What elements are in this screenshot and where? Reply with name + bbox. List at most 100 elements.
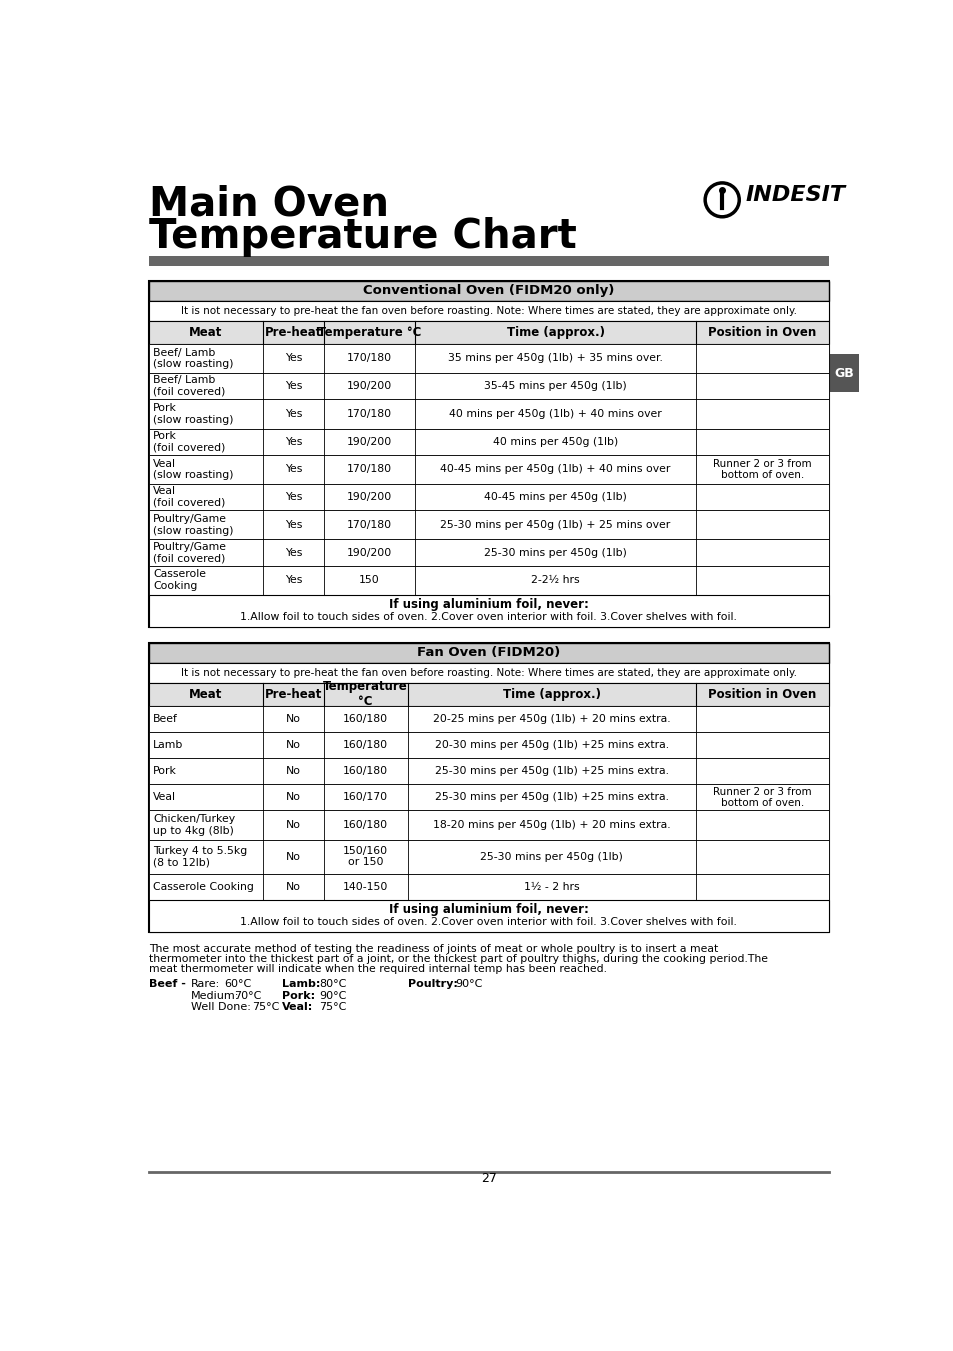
Text: Poultry/Game
(foil covered): Poultry/Game (foil covered) xyxy=(153,542,227,563)
Text: Pork
(foil covered): Pork (foil covered) xyxy=(153,431,226,453)
Text: 1.Allow foil to touch sides of oven. 2.Cover oven interior with foil. 3.Cover sh: 1.Allow foil to touch sides of oven. 2.C… xyxy=(240,917,737,927)
Text: No: No xyxy=(286,740,301,750)
Text: Yes: Yes xyxy=(285,436,302,447)
Bar xyxy=(149,257,828,266)
Bar xyxy=(828,354,858,392)
Text: 20-25 mins per 450g (1lb) + 20 mins extra.: 20-25 mins per 450g (1lb) + 20 mins extr… xyxy=(433,713,670,724)
Text: Meat: Meat xyxy=(189,688,222,701)
Text: 2-2½ hrs: 2-2½ hrs xyxy=(531,576,579,585)
Text: Runner 2 or 3 from
bottom of oven.: Runner 2 or 3 from bottom of oven. xyxy=(713,786,811,808)
Bar xyxy=(149,281,828,301)
Text: 190/200: 190/200 xyxy=(347,381,392,392)
Text: Meat: Meat xyxy=(189,326,222,339)
Text: 75°C: 75°C xyxy=(319,1002,346,1012)
Text: 18-20 mins per 450g (1lb) + 20 mins extra.: 18-20 mins per 450g (1lb) + 20 mins extr… xyxy=(433,820,670,830)
Bar xyxy=(149,900,828,932)
Text: Yes: Yes xyxy=(285,381,302,392)
Bar xyxy=(149,373,828,400)
Text: Medium:: Medium: xyxy=(191,990,238,1001)
Text: 70°C: 70°C xyxy=(233,990,261,1001)
Text: Yes: Yes xyxy=(285,492,302,503)
Text: 170/180: 170/180 xyxy=(347,409,392,419)
Text: 160/180: 160/180 xyxy=(343,766,388,777)
Text: 170/180: 170/180 xyxy=(347,520,392,530)
Text: Veal
(slow roasting): Veal (slow roasting) xyxy=(153,458,233,480)
Text: 160/170: 160/170 xyxy=(343,793,388,802)
Bar xyxy=(149,345,828,373)
Text: Well Done:: Well Done: xyxy=(191,1002,250,1012)
Text: Yes: Yes xyxy=(285,354,302,363)
Text: 25-30 mins per 450g (1lb) +25 mins extra.: 25-30 mins per 450g (1lb) +25 mins extra… xyxy=(435,793,668,802)
Text: No: No xyxy=(286,882,301,892)
Text: 160/180: 160/180 xyxy=(343,713,388,724)
Text: Pre-heat: Pre-heat xyxy=(265,688,322,701)
Text: No: No xyxy=(286,713,301,724)
Bar xyxy=(149,643,828,662)
Text: GB: GB xyxy=(833,366,853,380)
Text: Position in Oven: Position in Oven xyxy=(708,326,816,339)
Text: Conventional Oven (FIDM20 only): Conventional Oven (FIDM20 only) xyxy=(363,284,614,297)
Text: Temperature
°C: Temperature °C xyxy=(323,680,408,708)
Text: 27: 27 xyxy=(480,1173,497,1185)
Text: Turkey 4 to 5.5kg
(8 to 12lb): Turkey 4 to 5.5kg (8 to 12lb) xyxy=(153,846,248,867)
Text: No: No xyxy=(286,851,301,862)
Text: Rare:: Rare: xyxy=(191,979,219,989)
Text: 150/160
or 150: 150/160 or 150 xyxy=(343,846,388,867)
Text: 40 mins per 450g (1lb): 40 mins per 450g (1lb) xyxy=(493,436,618,447)
Bar xyxy=(149,400,828,428)
Text: Main Oven: Main Oven xyxy=(149,185,388,224)
Bar xyxy=(149,732,828,758)
Text: Yes: Yes xyxy=(285,576,302,585)
Text: 40 mins per 450g (1lb) + 40 mins over: 40 mins per 450g (1lb) + 40 mins over xyxy=(449,409,661,419)
Text: 190/200: 190/200 xyxy=(347,547,392,558)
Bar xyxy=(149,840,828,874)
Text: Yes: Yes xyxy=(285,465,302,474)
Text: Veal: Veal xyxy=(153,793,176,802)
Text: Pork
(slow roasting): Pork (slow roasting) xyxy=(153,403,233,424)
Text: 1.Allow foil to touch sides of oven. 2.Cover oven interior with foil. 3.Cover sh: 1.Allow foil to touch sides of oven. 2.C… xyxy=(240,612,737,623)
Text: Chicken/Turkey
up to 4kg (8lb): Chicken/Turkey up to 4kg (8lb) xyxy=(153,815,235,836)
Text: 160/180: 160/180 xyxy=(343,740,388,750)
Text: 35 mins per 450g (1lb) + 35 mins over.: 35 mins per 450g (1lb) + 35 mins over. xyxy=(448,354,662,363)
Text: 80°C: 80°C xyxy=(319,979,346,989)
Bar xyxy=(149,281,828,627)
Text: 60°C: 60°C xyxy=(224,979,252,989)
Bar xyxy=(149,758,828,785)
Text: If using aluminium foil, never:: If using aluminium foil, never: xyxy=(389,904,588,916)
Bar xyxy=(149,455,828,484)
Text: Poultry/Game
(slow roasting): Poultry/Game (slow roasting) xyxy=(153,513,233,535)
Text: It is not necessary to pre-heat the fan oven before roasting. Note: Where times : It is not necessary to pre-heat the fan … xyxy=(181,667,796,678)
Text: No: No xyxy=(286,820,301,830)
Text: Beef -: Beef - xyxy=(149,979,186,989)
Text: 40-45 mins per 450g (1lb): 40-45 mins per 450g (1lb) xyxy=(483,492,626,503)
Text: thermometer into the thickest part of a joint, or the thickest part of poultry t: thermometer into the thickest part of a … xyxy=(149,954,767,965)
Text: 20-30 mins per 450g (1lb) +25 mins extra.: 20-30 mins per 450g (1lb) +25 mins extra… xyxy=(435,740,668,750)
Bar xyxy=(149,874,828,900)
Text: 190/200: 190/200 xyxy=(347,492,392,503)
Text: If using aluminium foil, never:: If using aluminium foil, never: xyxy=(389,598,588,612)
Text: Beef: Beef xyxy=(153,713,178,724)
Bar xyxy=(149,539,828,566)
Text: Beef/ Lamb
(foil covered): Beef/ Lamb (foil covered) xyxy=(153,376,226,397)
Text: No: No xyxy=(286,766,301,777)
Text: Pre-heat: Pre-heat xyxy=(265,326,322,339)
Text: 25-30 mins per 450g (1lb) + 25 mins over: 25-30 mins per 450g (1lb) + 25 mins over xyxy=(440,520,670,530)
Bar xyxy=(149,811,828,840)
Bar xyxy=(149,566,828,594)
Text: Veal
(foil covered): Veal (foil covered) xyxy=(153,486,226,508)
Text: Veal:: Veal: xyxy=(282,1002,313,1012)
Text: 40-45 mins per 450g (1lb) + 40 mins over: 40-45 mins per 450g (1lb) + 40 mins over xyxy=(440,465,670,474)
Text: 25-30 mins per 450g (1lb): 25-30 mins per 450g (1lb) xyxy=(483,547,626,558)
Text: Runner 2 or 3 from
bottom of oven.: Runner 2 or 3 from bottom of oven. xyxy=(713,458,811,480)
Text: 25-30 mins per 450g (1lb) +25 mins extra.: 25-30 mins per 450g (1lb) +25 mins extra… xyxy=(435,766,668,777)
Bar xyxy=(149,484,828,511)
Text: Lamb:: Lamb: xyxy=(282,979,320,989)
Bar xyxy=(149,705,828,732)
Bar xyxy=(149,301,828,320)
Text: Temperature Chart: Temperature Chart xyxy=(149,216,576,257)
Text: Yes: Yes xyxy=(285,409,302,419)
Bar xyxy=(149,662,828,682)
Text: 1½ - 2 hrs: 1½ - 2 hrs xyxy=(523,882,578,892)
Text: Position in Oven: Position in Oven xyxy=(708,688,816,701)
Text: Poultry:: Poultry: xyxy=(407,979,456,989)
